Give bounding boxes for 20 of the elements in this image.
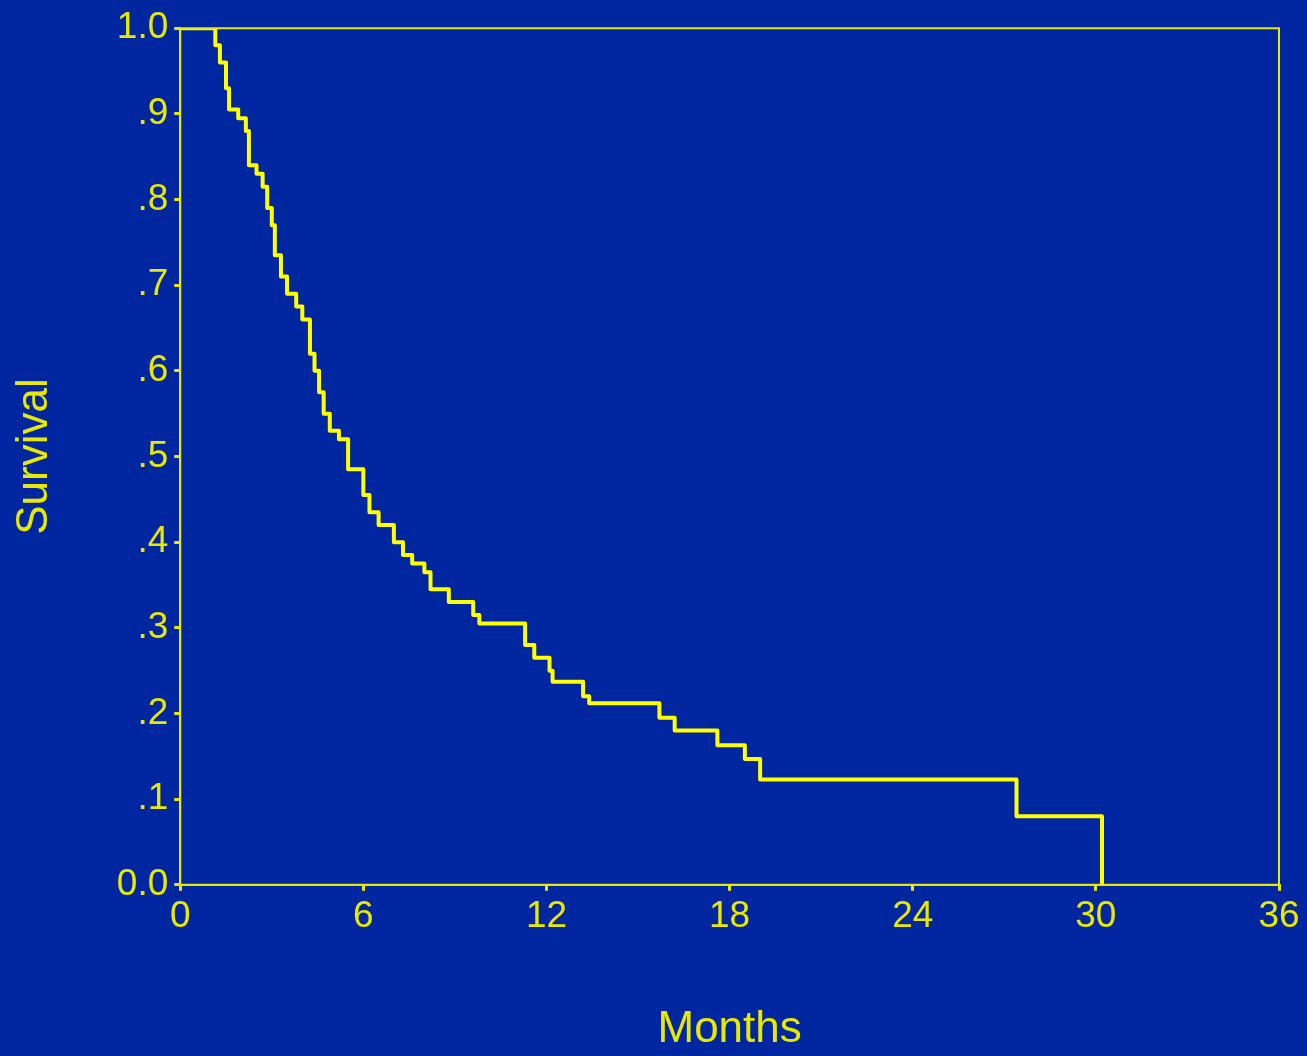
y-tick-label: .6 [137, 348, 169, 390]
y-tick-label: .8 [137, 176, 169, 218]
y-tick-label: .9 [137, 91, 169, 133]
y-tick-label: 1.0 [116, 5, 169, 47]
x-tick-label: 0 [169, 894, 191, 936]
x-tick-label: 30 [1075, 894, 1117, 936]
x-axis-title: Months [657, 1001, 802, 1051]
x-tick-label: 24 [892, 894, 934, 936]
x-tick-label: 18 [709, 894, 751, 936]
y-tick-label: .4 [137, 519, 169, 561]
y-tick-label: .3 [137, 605, 169, 647]
x-tick-label: 6 [353, 894, 374, 936]
y-tick-label: .2 [137, 690, 169, 732]
y-tick-label: .7 [137, 262, 169, 304]
x-tick-label: 36 [1258, 894, 1300, 936]
y-tick-label: .5 [137, 433, 169, 475]
y-tick-label: .1 [137, 776, 169, 818]
y-tick-label: 0.0 [116, 862, 169, 903]
x-tick-label: 12 [525, 894, 568, 936]
y-axis-title: Survival [6, 378, 56, 535]
